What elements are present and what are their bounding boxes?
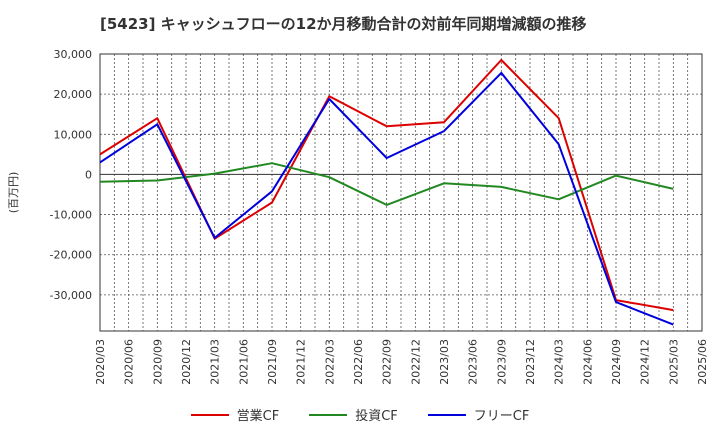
x-tick-label: 2023/03 bbox=[438, 339, 451, 385]
legend-swatch bbox=[309, 413, 348, 416]
x-tick-label: 2020/12 bbox=[180, 339, 193, 385]
x-tick-label: 2022/09 bbox=[381, 339, 394, 385]
y-tick-label: -10,000 bbox=[50, 209, 92, 222]
legend-swatch bbox=[190, 413, 229, 416]
y-tick-label: -20,000 bbox=[50, 249, 92, 262]
x-tick-label: 2024/12 bbox=[639, 339, 652, 385]
label-layer: 30,000 20,000 10,000 0 -10,000 -20,000 -30,000… bbox=[7, 48, 709, 385]
chart-title: [5423] キャッシュフローの12か月移動合計の対前年同期増減額の推移 bbox=[100, 15, 587, 33]
x-tick-label: 2023/09 bbox=[495, 339, 508, 385]
x-tick-label: 2023/06 bbox=[467, 339, 480, 385]
legend-swatch bbox=[427, 413, 466, 416]
x-tick-label: 2024/09 bbox=[610, 339, 623, 385]
x-tick-label: 2020/09 bbox=[151, 339, 164, 385]
series-layer bbox=[99, 59, 674, 326]
x-tick-label: 2025/03 bbox=[667, 339, 680, 385]
legend-label: フリーCF bbox=[473, 409, 530, 424]
series-line-投資CF bbox=[99, 162, 674, 206]
legend-item: フリーCF bbox=[427, 405, 530, 424]
x-tick-label: 2024/06 bbox=[581, 339, 594, 385]
x-tick-label: 2022/06 bbox=[352, 339, 365, 385]
y-tick-label: 20,000 bbox=[54, 88, 93, 101]
y-tick-label: 30,000 bbox=[54, 48, 93, 61]
legend-item: 投資CF bbox=[309, 405, 398, 424]
y-axis-label: (百万円) bbox=[7, 172, 20, 214]
x-tick-label: 2021/09 bbox=[266, 339, 279, 385]
legend-item: 営業CF bbox=[190, 405, 280, 424]
x-tick-label: 2025/06 bbox=[696, 339, 709, 385]
series-line-フリーCF bbox=[99, 71, 674, 326]
y-tick-label: 10,000 bbox=[54, 128, 93, 141]
x-tick-label: 2021/12 bbox=[295, 339, 308, 385]
x-tick-label: 2024/03 bbox=[553, 339, 566, 385]
x-tick-label: 2021/03 bbox=[209, 339, 222, 385]
axis-layer bbox=[99, 53, 703, 332]
grid-layer bbox=[99, 53, 703, 331]
legend: 営業CF 投資CF フリーCF bbox=[0, 405, 720, 424]
legend-label: 投資CF bbox=[355, 409, 398, 424]
plot-border bbox=[99, 53, 703, 332]
x-tick-label: 2023/12 bbox=[524, 339, 537, 385]
x-tick-label: 2020/03 bbox=[94, 339, 107, 385]
x-tick-label: 2022/12 bbox=[409, 339, 422, 385]
x-tick-label: 2021/06 bbox=[237, 339, 250, 385]
x-tick-label: 2022/03 bbox=[323, 339, 336, 385]
legend-label: 営業CF bbox=[236, 409, 280, 424]
y-tick-label: 0 bbox=[85, 168, 92, 181]
plot-background bbox=[100, 54, 702, 331]
y-tick-label: -30,000 bbox=[50, 289, 92, 302]
x-tick-label: 2020/06 bbox=[123, 339, 136, 385]
